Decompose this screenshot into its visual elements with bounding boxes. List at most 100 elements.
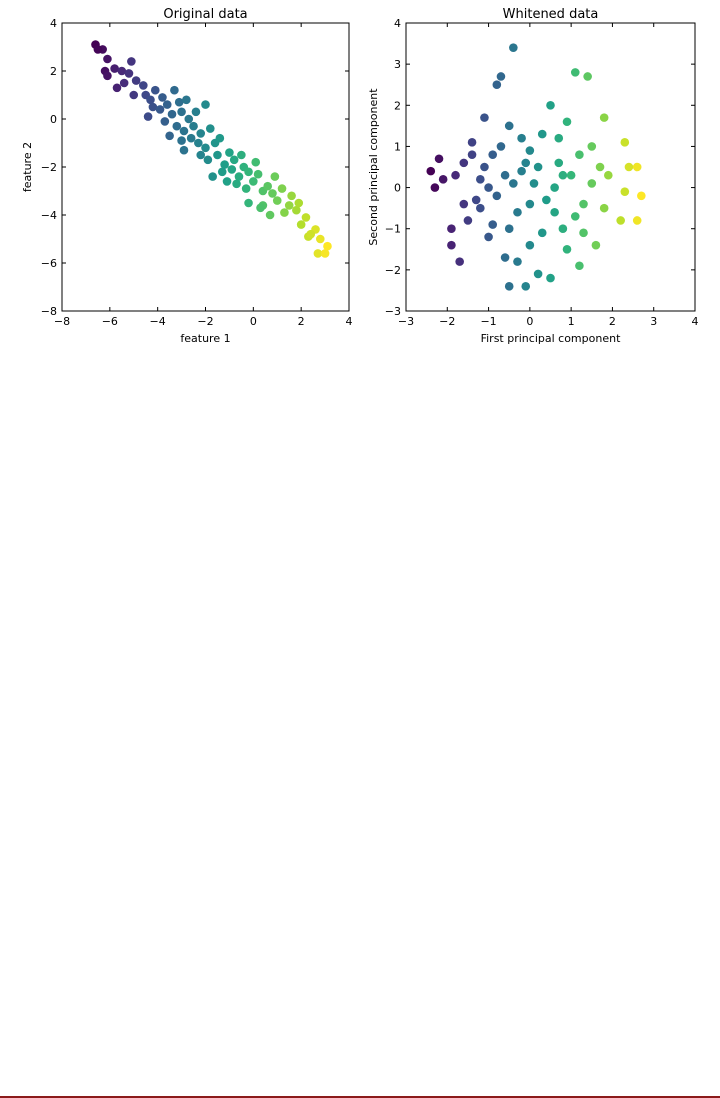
- left-data-point: [201, 100, 210, 109]
- right-data-point: [562, 117, 572, 127]
- right-data-point: [500, 170, 510, 180]
- right-data-point: [467, 150, 477, 159]
- left-data-point: [313, 249, 323, 258]
- left-data-point: [222, 177, 232, 186]
- right-data-point: [637, 191, 646, 201]
- right-x-tick-label: 1: [568, 315, 575, 328]
- left-data-point: [158, 93, 167, 102]
- right-data-point: [579, 199, 588, 209]
- left-x-tick-label: −4: [150, 315, 166, 328]
- right-data-point: [550, 183, 559, 192]
- left-x-tick-label: −2: [197, 315, 213, 328]
- left-data-point: [227, 165, 237, 174]
- right-data-point: [434, 154, 444, 164]
- page-bottom-rule: [0, 1096, 720, 1098]
- left-data-point: [320, 249, 330, 258]
- left-data-point: [129, 90, 139, 100]
- left-x-tick-label: −6: [102, 315, 118, 328]
- left-data-point: [167, 109, 177, 119]
- left-data-point: [177, 107, 186, 117]
- left-data-point: [196, 150, 206, 160]
- right-data-point: [480, 113, 489, 122]
- right-data-point: [451, 170, 460, 180]
- left-data-point: [213, 150, 222, 160]
- left-data-point: [280, 208, 289, 217]
- left-data-point: [139, 81, 148, 90]
- right-data-point: [533, 162, 543, 172]
- right-data-point: [509, 43, 518, 52]
- left-data-point: [127, 57, 136, 66]
- right-data-point: [537, 129, 547, 139]
- right-data-point: [484, 232, 493, 242]
- left-data-point: [296, 220, 306, 229]
- left-data-point: [191, 107, 201, 117]
- right-data-point: [604, 170, 613, 180]
- right-data-point: [521, 282, 531, 291]
- left-data-point: [217, 167, 227, 177]
- left-plot-frame: [61, 22, 350, 312]
- left-data-point: [272, 196, 282, 205]
- left-data-point: [179, 145, 189, 155]
- right-data-point: [599, 203, 609, 213]
- right-data-point: [492, 191, 502, 201]
- right-data-point: [504, 224, 514, 234]
- left-data-point: [148, 102, 158, 112]
- left-data-point: [93, 45, 103, 54]
- left-x-tick-label: −8: [54, 315, 70, 328]
- left-data-point: [316, 234, 325, 244]
- left-data-point: [306, 229, 316, 239]
- right-data-point: [562, 244, 572, 254]
- right-data-point: [426, 166, 436, 176]
- right-y-axis-label: Second principal component: [367, 88, 380, 246]
- right-data-point: [591, 240, 601, 250]
- left-data-point: [277, 184, 287, 193]
- left-data-point: [189, 121, 198, 131]
- left-data-point: [256, 203, 265, 213]
- left-data-point: [323, 241, 332, 251]
- left-x-axis-label: feature 1: [180, 332, 230, 345]
- right-data-point: [575, 261, 584, 271]
- right-data-point: [504, 121, 514, 131]
- right-data-point: [583, 72, 592, 81]
- right-data-point: [525, 240, 535, 250]
- left-data-point: [244, 167, 253, 177]
- left-data-point: [215, 133, 225, 143]
- left-data-point: [184, 114, 194, 124]
- right-data-point: [480, 162, 489, 172]
- left-data-point: [229, 155, 239, 165]
- right-points: [426, 43, 646, 291]
- left-data-point: [124, 69, 134, 78]
- right-data-point: [476, 203, 485, 213]
- right-x-tick-label: −1: [480, 315, 496, 328]
- left-data-point: [284, 201, 294, 210]
- right-data-point: [537, 228, 547, 238]
- whitened-data-plot: Whitened data −3 −2 −1 0 1 2 3 4 −3 −2 −1 0 1 2 3 4 First…: [367, 7, 699, 345]
- right-data-point: [496, 142, 506, 151]
- right-data-point: [447, 240, 456, 250]
- right-data-point: [513, 257, 522, 266]
- right-x-tick-label: 4: [692, 315, 699, 328]
- right-data-point: [546, 100, 555, 110]
- left-data-point: [292, 205, 301, 215]
- right-data-point: [471, 195, 481, 205]
- left-data-point: [241, 184, 251, 193]
- left-data-point: [196, 129, 206, 138]
- left-data-point: [270, 172, 280, 181]
- right-y-tick-label: 2: [394, 99, 401, 112]
- right-data-point: [624, 162, 634, 172]
- right-data-point: [620, 187, 630, 196]
- right-data-point: [492, 80, 502, 90]
- left-data-point: [237, 150, 246, 160]
- left-y-tick-label: 4: [50, 17, 57, 30]
- right-data-point: [542, 195, 551, 205]
- left-data-point: [110, 64, 119, 73]
- right-x-tick-label: −3: [398, 315, 414, 328]
- right-x-axis-label: First principal component: [481, 332, 621, 345]
- right-data-point: [513, 207, 522, 217]
- left-data-point: [201, 143, 210, 153]
- left-data-point: [143, 112, 153, 121]
- right-data-point: [570, 212, 580, 221]
- left-data-point: [287, 191, 296, 201]
- right-y-tick-label: 0: [394, 182, 401, 195]
- left-data-point: [205, 124, 215, 133]
